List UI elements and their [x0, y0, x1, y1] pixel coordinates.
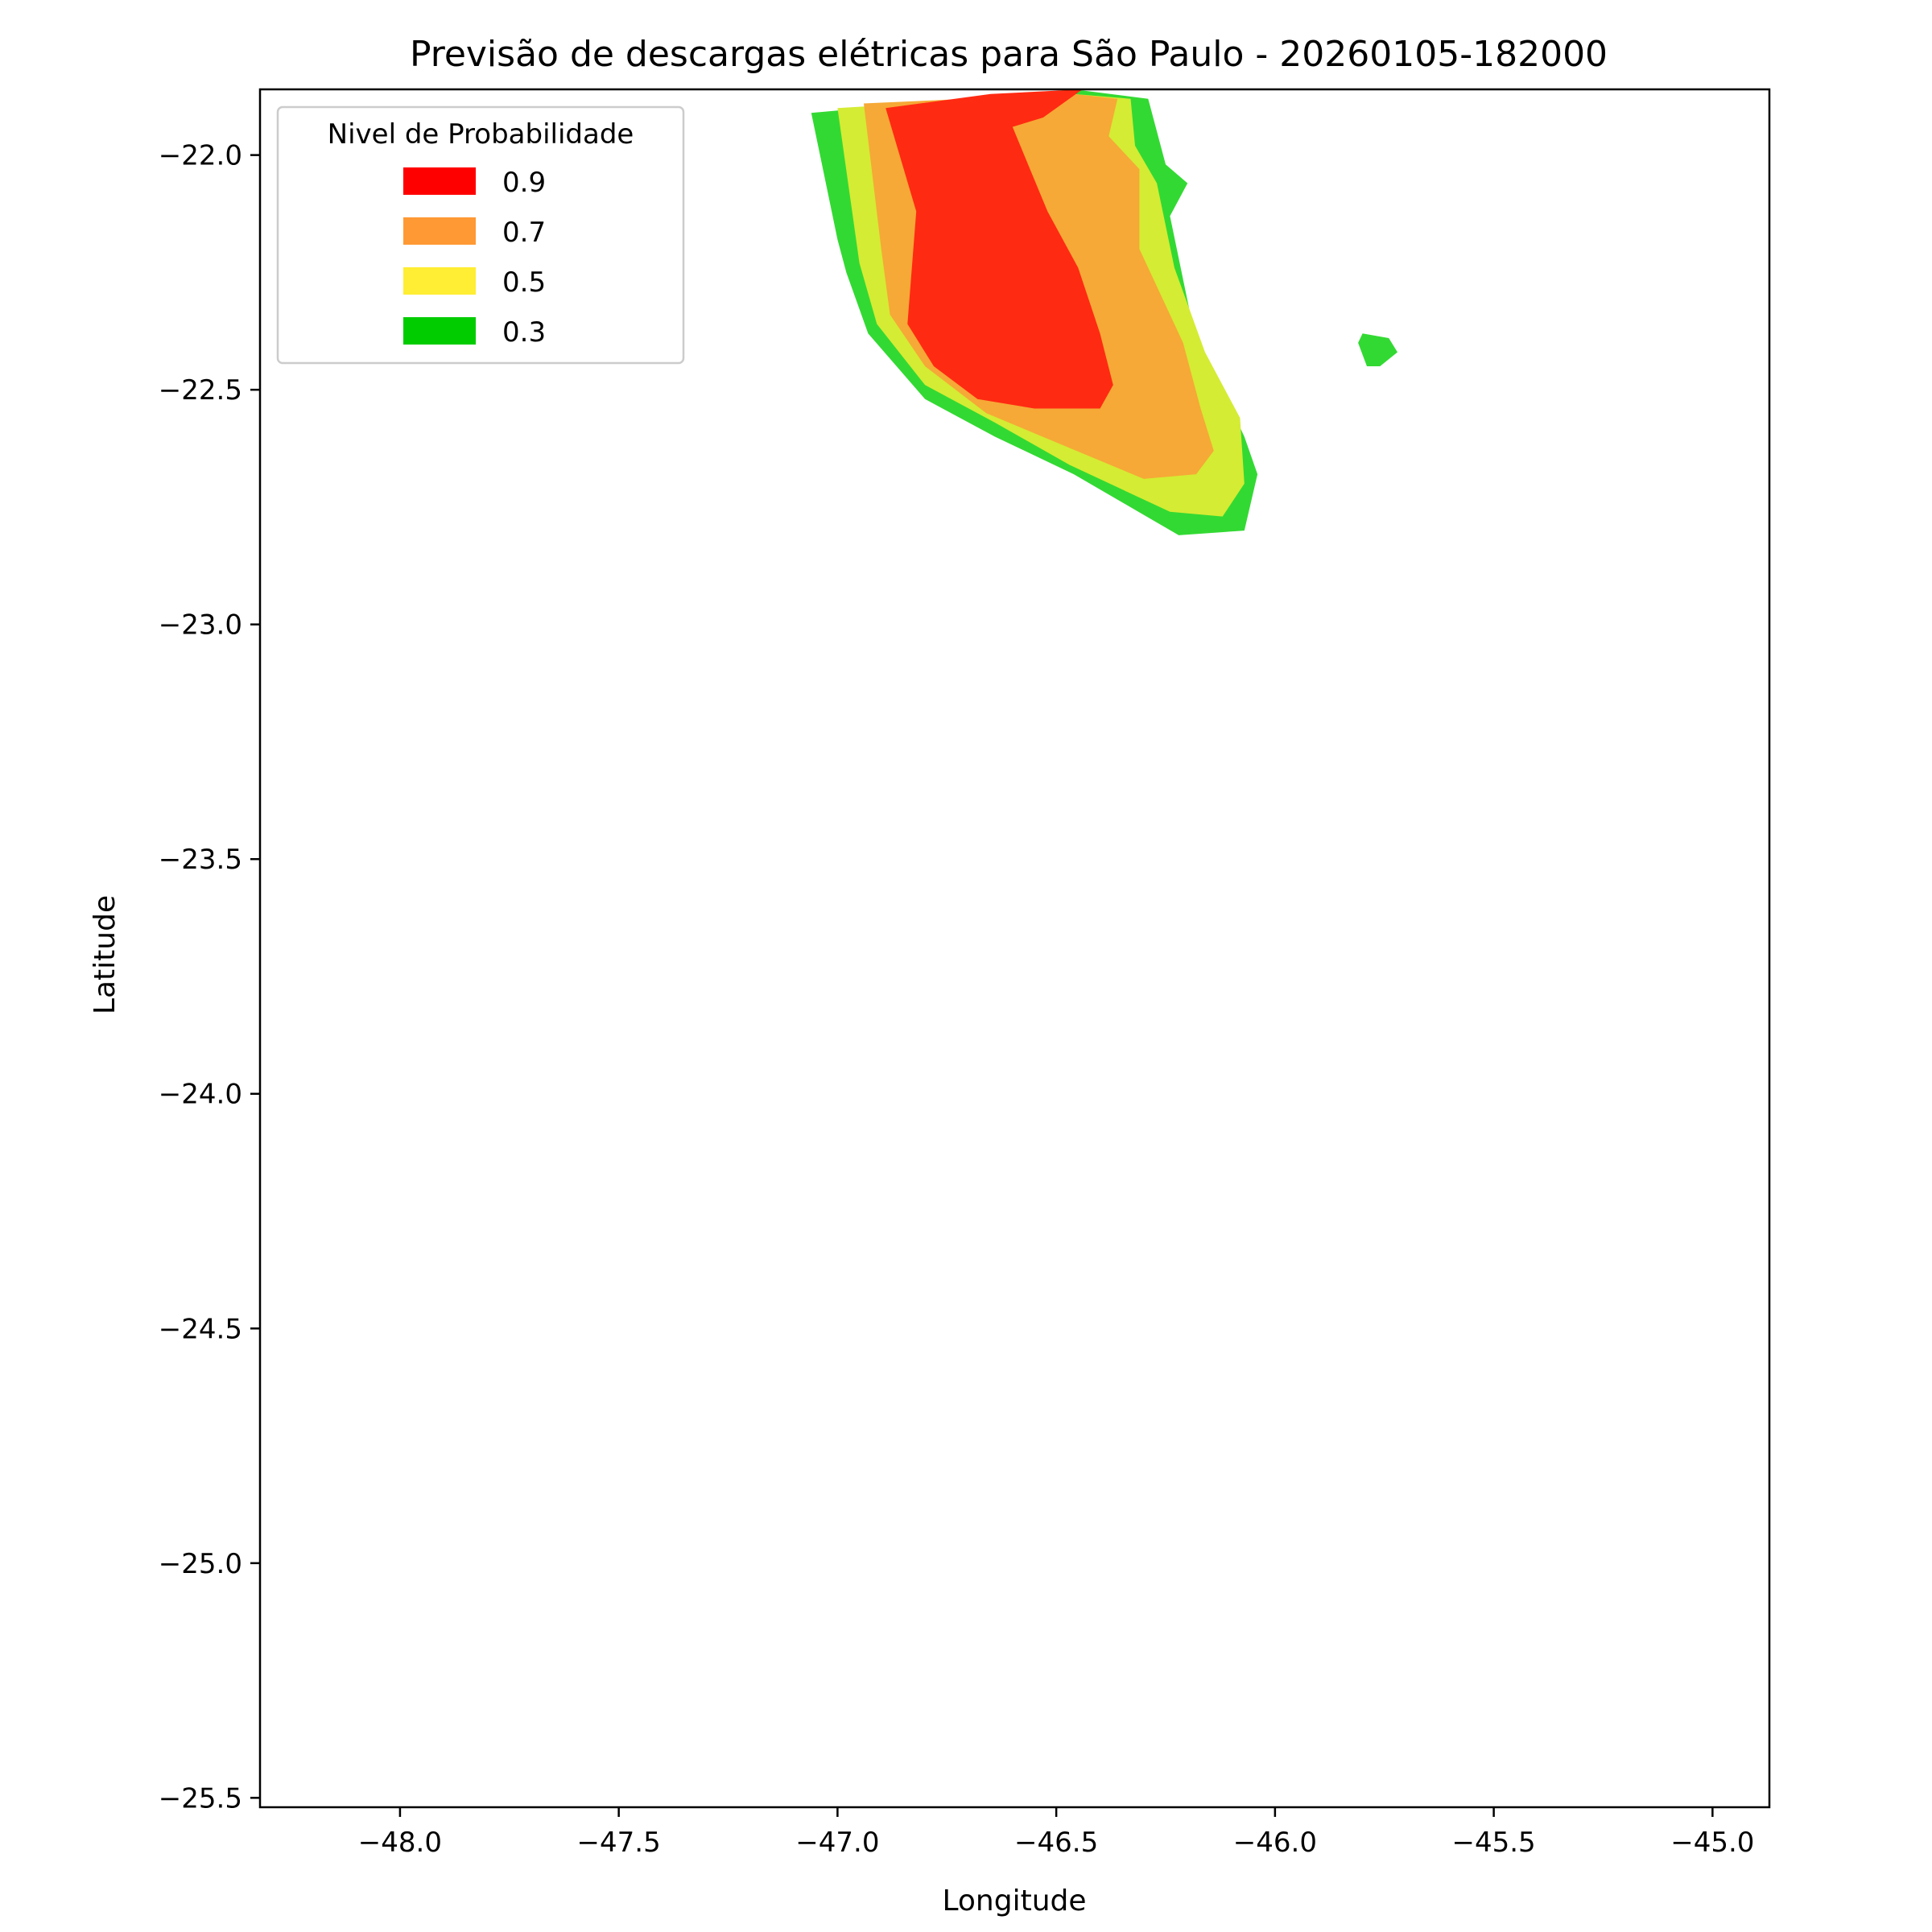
x-tick-label: −47.5 [577, 1827, 661, 1859]
y-tick-label: −24.0 [159, 1079, 242, 1111]
legend-swatch-0-7 [403, 217, 476, 245]
y-tick-label: −22.0 [159, 140, 242, 172]
x-axis: −48.0 −47.5 −47.0 −46.5 −46.0 −45.5 −45.0 [358, 1807, 1754, 1859]
y-tick-label: −23.5 [159, 844, 242, 876]
x-tick-label: −47.0 [795, 1827, 879, 1859]
x-tick-label: −45.0 [1670, 1827, 1754, 1859]
region-level-0-9-0 [886, 89, 1113, 409]
x-axis-title: Longitude [942, 1885, 1086, 1918]
legend-swatch-0-5 [403, 267, 476, 295]
y-tick-label: −25.0 [159, 1548, 242, 1580]
y-tick-label: −22.5 [159, 374, 242, 407]
legend: Nivel de Probabilidade 0.9 0.7 0.5 0.3 [276, 105, 685, 365]
legend-title: Nivel de Probabilidade [328, 118, 634, 151]
plot-area-frame [258, 88, 1771, 1809]
legend-label-0-5: 0.5 [502, 266, 546, 299]
x-tick-label: −45.5 [1452, 1827, 1536, 1859]
x-tick-label: −46.0 [1233, 1827, 1317, 1859]
y-axis-title: Latitude [89, 895, 122, 1014]
legend-label-0-7: 0.7 [502, 217, 546, 249]
y-tick-label: −25.5 [159, 1782, 242, 1814]
legend-label-0-9: 0.9 [502, 167, 546, 199]
y-axis: −22.0 −22.5 −23.0 −23.5 −24.0 −24.5 −25.0 −25.5 [159, 140, 260, 1814]
x-tick-label: −48.0 [358, 1827, 442, 1859]
legend-swatch-0-3 [403, 317, 476, 345]
probability-regions [811, 89, 1397, 535]
region-level-0-3-1 [1358, 333, 1397, 366]
y-tick-label: −23.0 [159, 609, 242, 642]
legend-swatch-0-9 [403, 167, 476, 195]
y-tick-label: −24.5 [159, 1313, 242, 1345]
x-tick-label: −46.5 [1014, 1827, 1098, 1859]
legend-label-0-3: 0.3 [502, 316, 546, 349]
chart-title: Previsão de descargas elétricas para São… [410, 34, 1608, 75]
legend-box [276, 105, 685, 365]
